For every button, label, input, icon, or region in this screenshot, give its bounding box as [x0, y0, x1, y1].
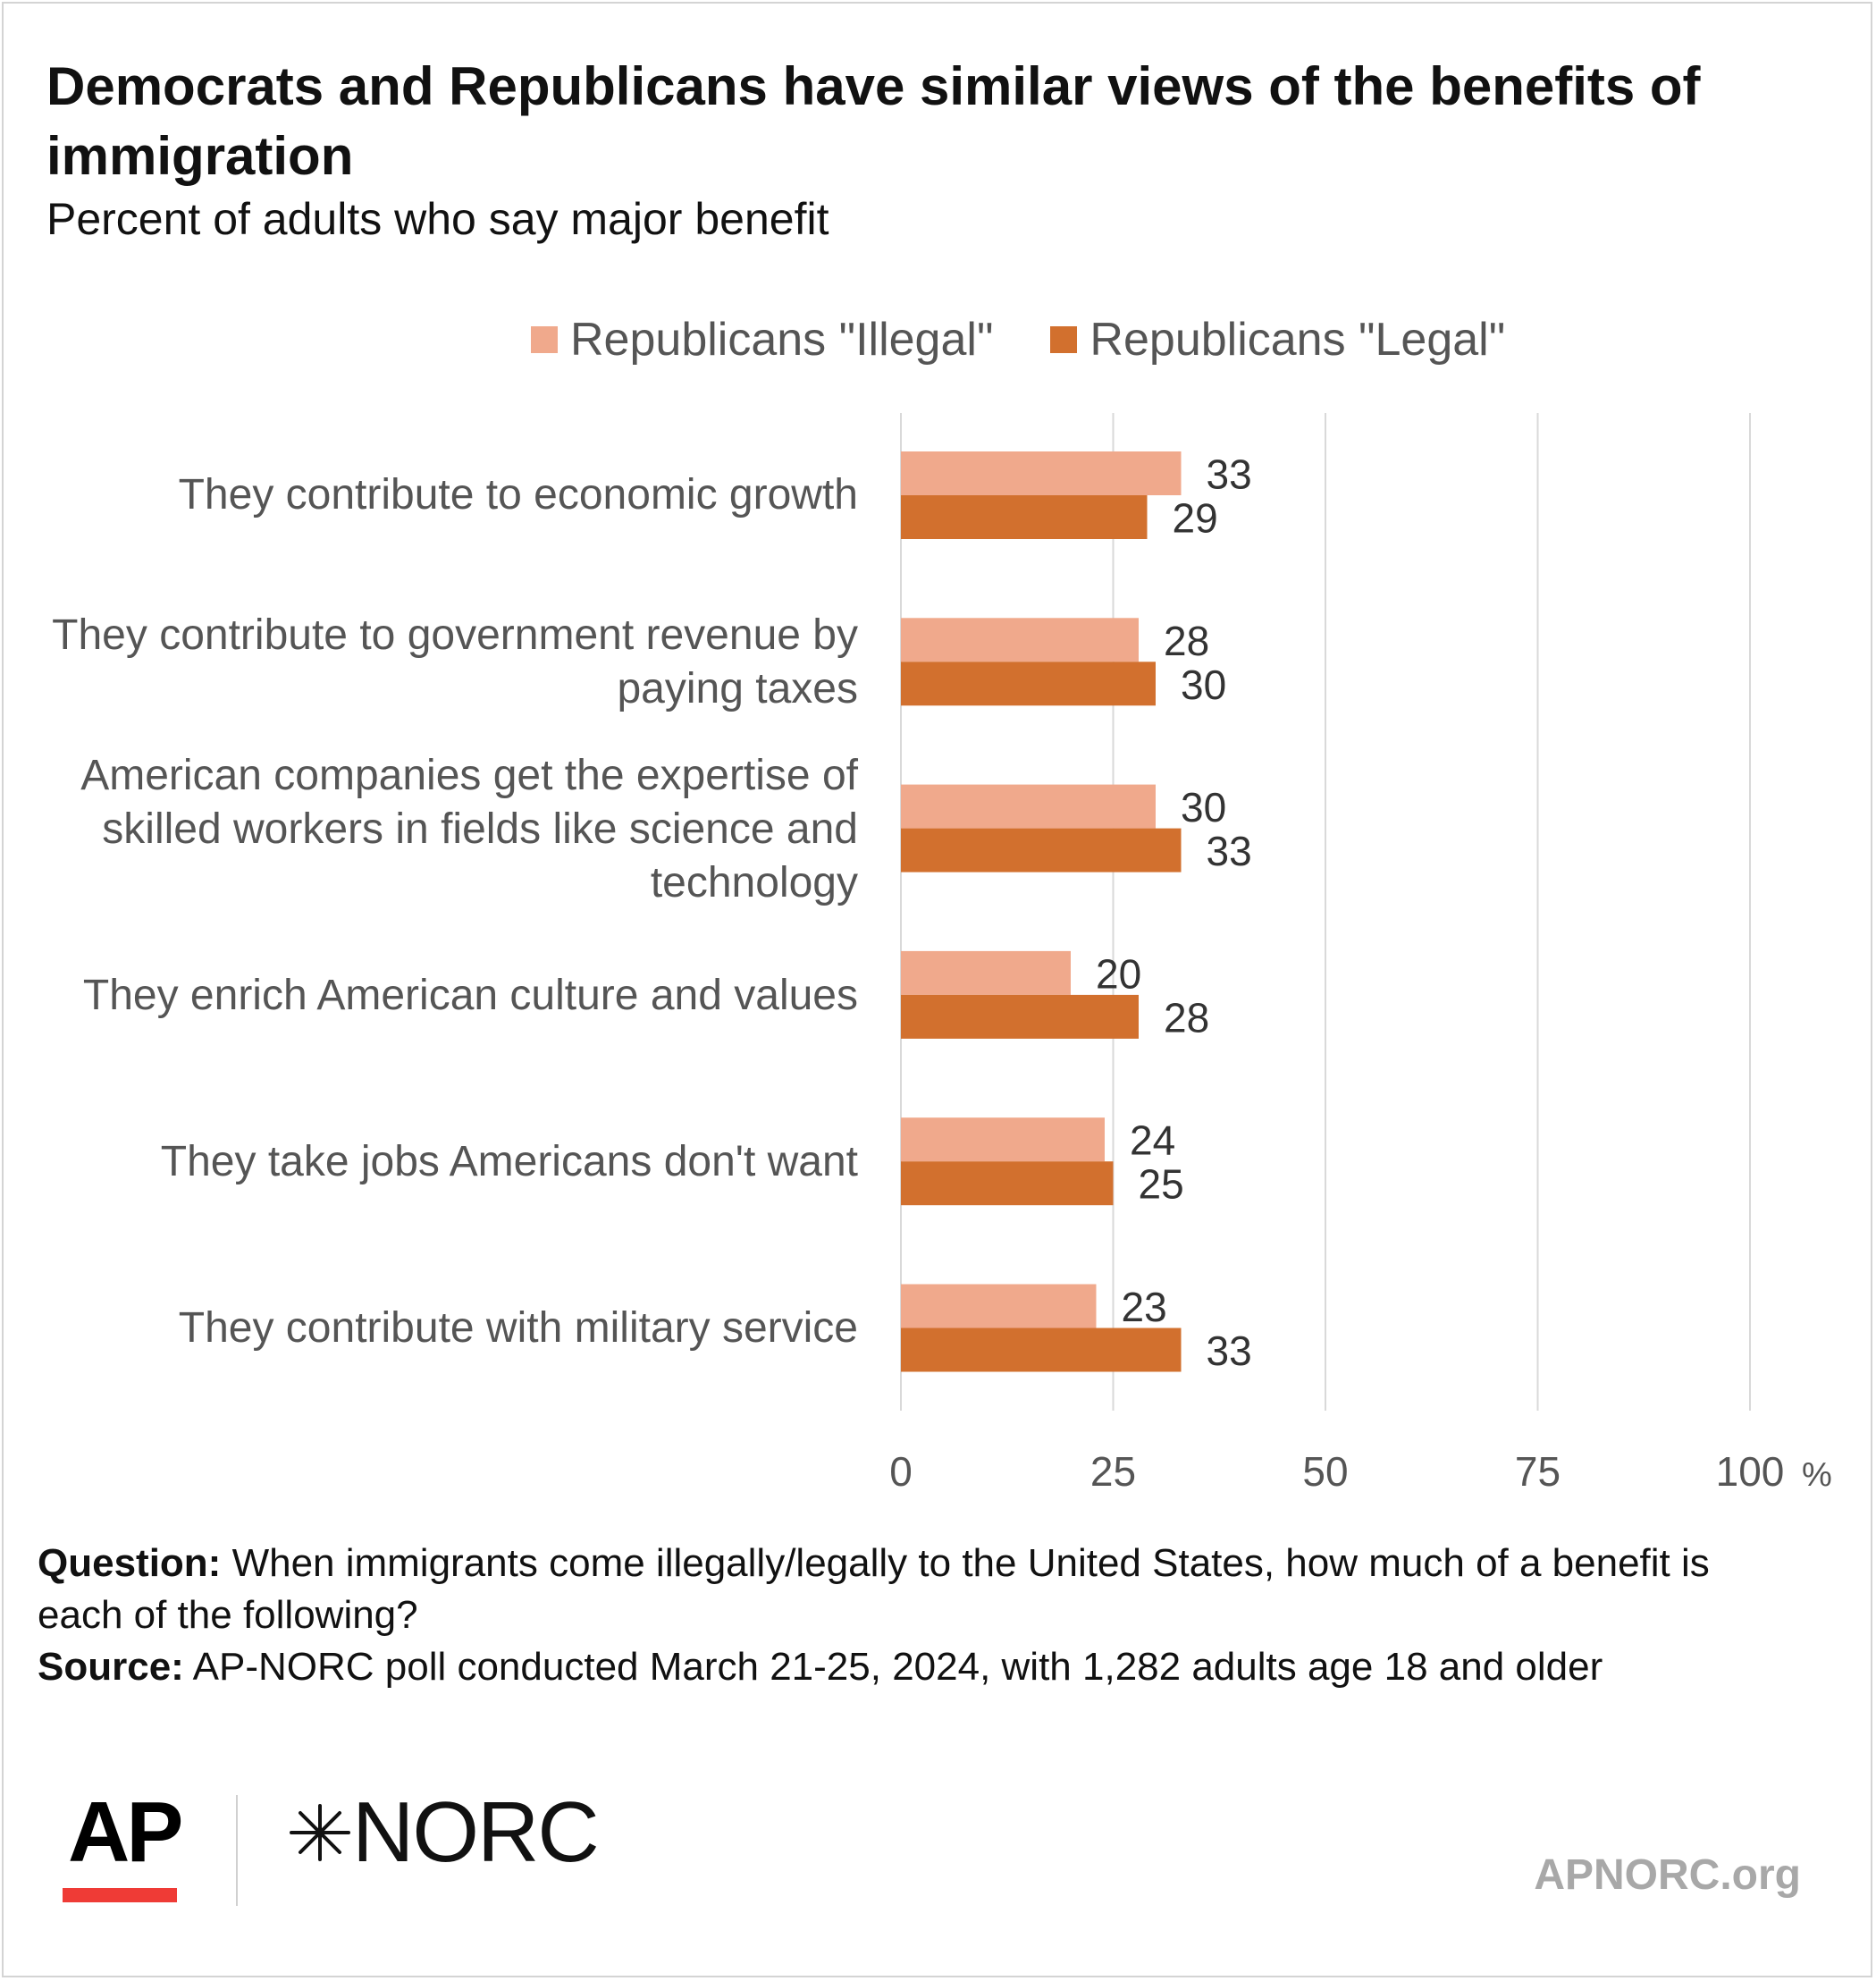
site-url: APNORC.org [1534, 1851, 1801, 1899]
question-note: Question: When immigrants come illegally… [38, 1538, 1736, 1641]
source-label: Source: [38, 1645, 184, 1689]
chart-subtitle: Percent of adults who say major benefit [46, 194, 829, 244]
bar [901, 495, 1148, 539]
data-label: 30 [1181, 662, 1226, 708]
x-tick-label: 0 [889, 1448, 913, 1495]
category-label: They contribute to government revenue by… [52, 611, 858, 712]
bar [901, 994, 1139, 1039]
norc-logo-text: NORC [352, 1784, 600, 1880]
legend-item-illegal: Republicans "Illegal" [531, 313, 993, 367]
data-label: 24 [1130, 1117, 1175, 1164]
legend-swatch-legal [1050, 326, 1078, 353]
legend: Republicans "Illegal" Republicans "Legal… [531, 313, 1505, 367]
data-label: 30 [1181, 784, 1226, 830]
source-note: Source: AP-NORC poll conducted March 21-… [38, 1641, 1736, 1693]
ap-logo-accent-bar [63, 1888, 177, 1902]
data-label: 33 [1207, 1328, 1252, 1374]
category-label: They take jobs Americans don't want [160, 1138, 858, 1185]
legend-swatch-illegal [531, 326, 558, 353]
chart-footer: Question: When immigrants come illegally… [38, 1538, 1736, 1693]
bar [901, 1117, 1105, 1162]
bar [901, 784, 1156, 829]
star-burst-icon [290, 1804, 350, 1861]
category-label: They contribute with military service [178, 1304, 858, 1352]
chart-title: Democrats and Republicans have similar v… [46, 56, 1701, 186]
x-tick-label: 100 [1716, 1448, 1785, 1495]
category-label: They enrich American culture and values [82, 972, 858, 1019]
data-label: 33 [1207, 451, 1252, 498]
category-label: They contribute to economic growth [178, 471, 858, 518]
bar [901, 1284, 1097, 1328]
bar [901, 662, 1156, 706]
source-text: AP-NORC poll conducted March 21-25, 2024… [192, 1645, 1603, 1689]
bar [901, 1328, 1182, 1372]
data-label: 28 [1164, 618, 1209, 664]
data-label: 28 [1164, 994, 1209, 1041]
legend-label-legal: Republicans "Legal" [1089, 314, 1506, 366]
legend-label-illegal: Republicans "Illegal" [570, 314, 994, 366]
ap-logo: AP [68, 1784, 183, 1880]
data-label: 25 [1139, 1161, 1184, 1208]
x-tick-label: 25 [1090, 1448, 1136, 1495]
legend-item-legal: Republicans "Legal" [1050, 313, 1505, 367]
x-tick-label: 50 [1302, 1448, 1348, 1495]
data-label: 29 [1173, 495, 1218, 542]
x-tick-label: 75 [1515, 1448, 1561, 1495]
question-text: When immigrants come illegally/legally t… [38, 1541, 1710, 1637]
norc-logo: NORC [288, 1784, 600, 1880]
data-label: 33 [1207, 828, 1252, 874]
data-label: 23 [1122, 1284, 1167, 1330]
data-label: 20 [1096, 950, 1141, 997]
logo-divider [236, 1795, 238, 1906]
bar [901, 828, 1182, 872]
category-label: American companies get the expertise of … [80, 752, 858, 906]
question-label: Question: [38, 1541, 222, 1585]
bar [901, 451, 1182, 495]
x-unit-label: % [1802, 1456, 1832, 1494]
bar [901, 950, 1071, 995]
bar [901, 1161, 1114, 1206]
bar [901, 618, 1139, 662]
